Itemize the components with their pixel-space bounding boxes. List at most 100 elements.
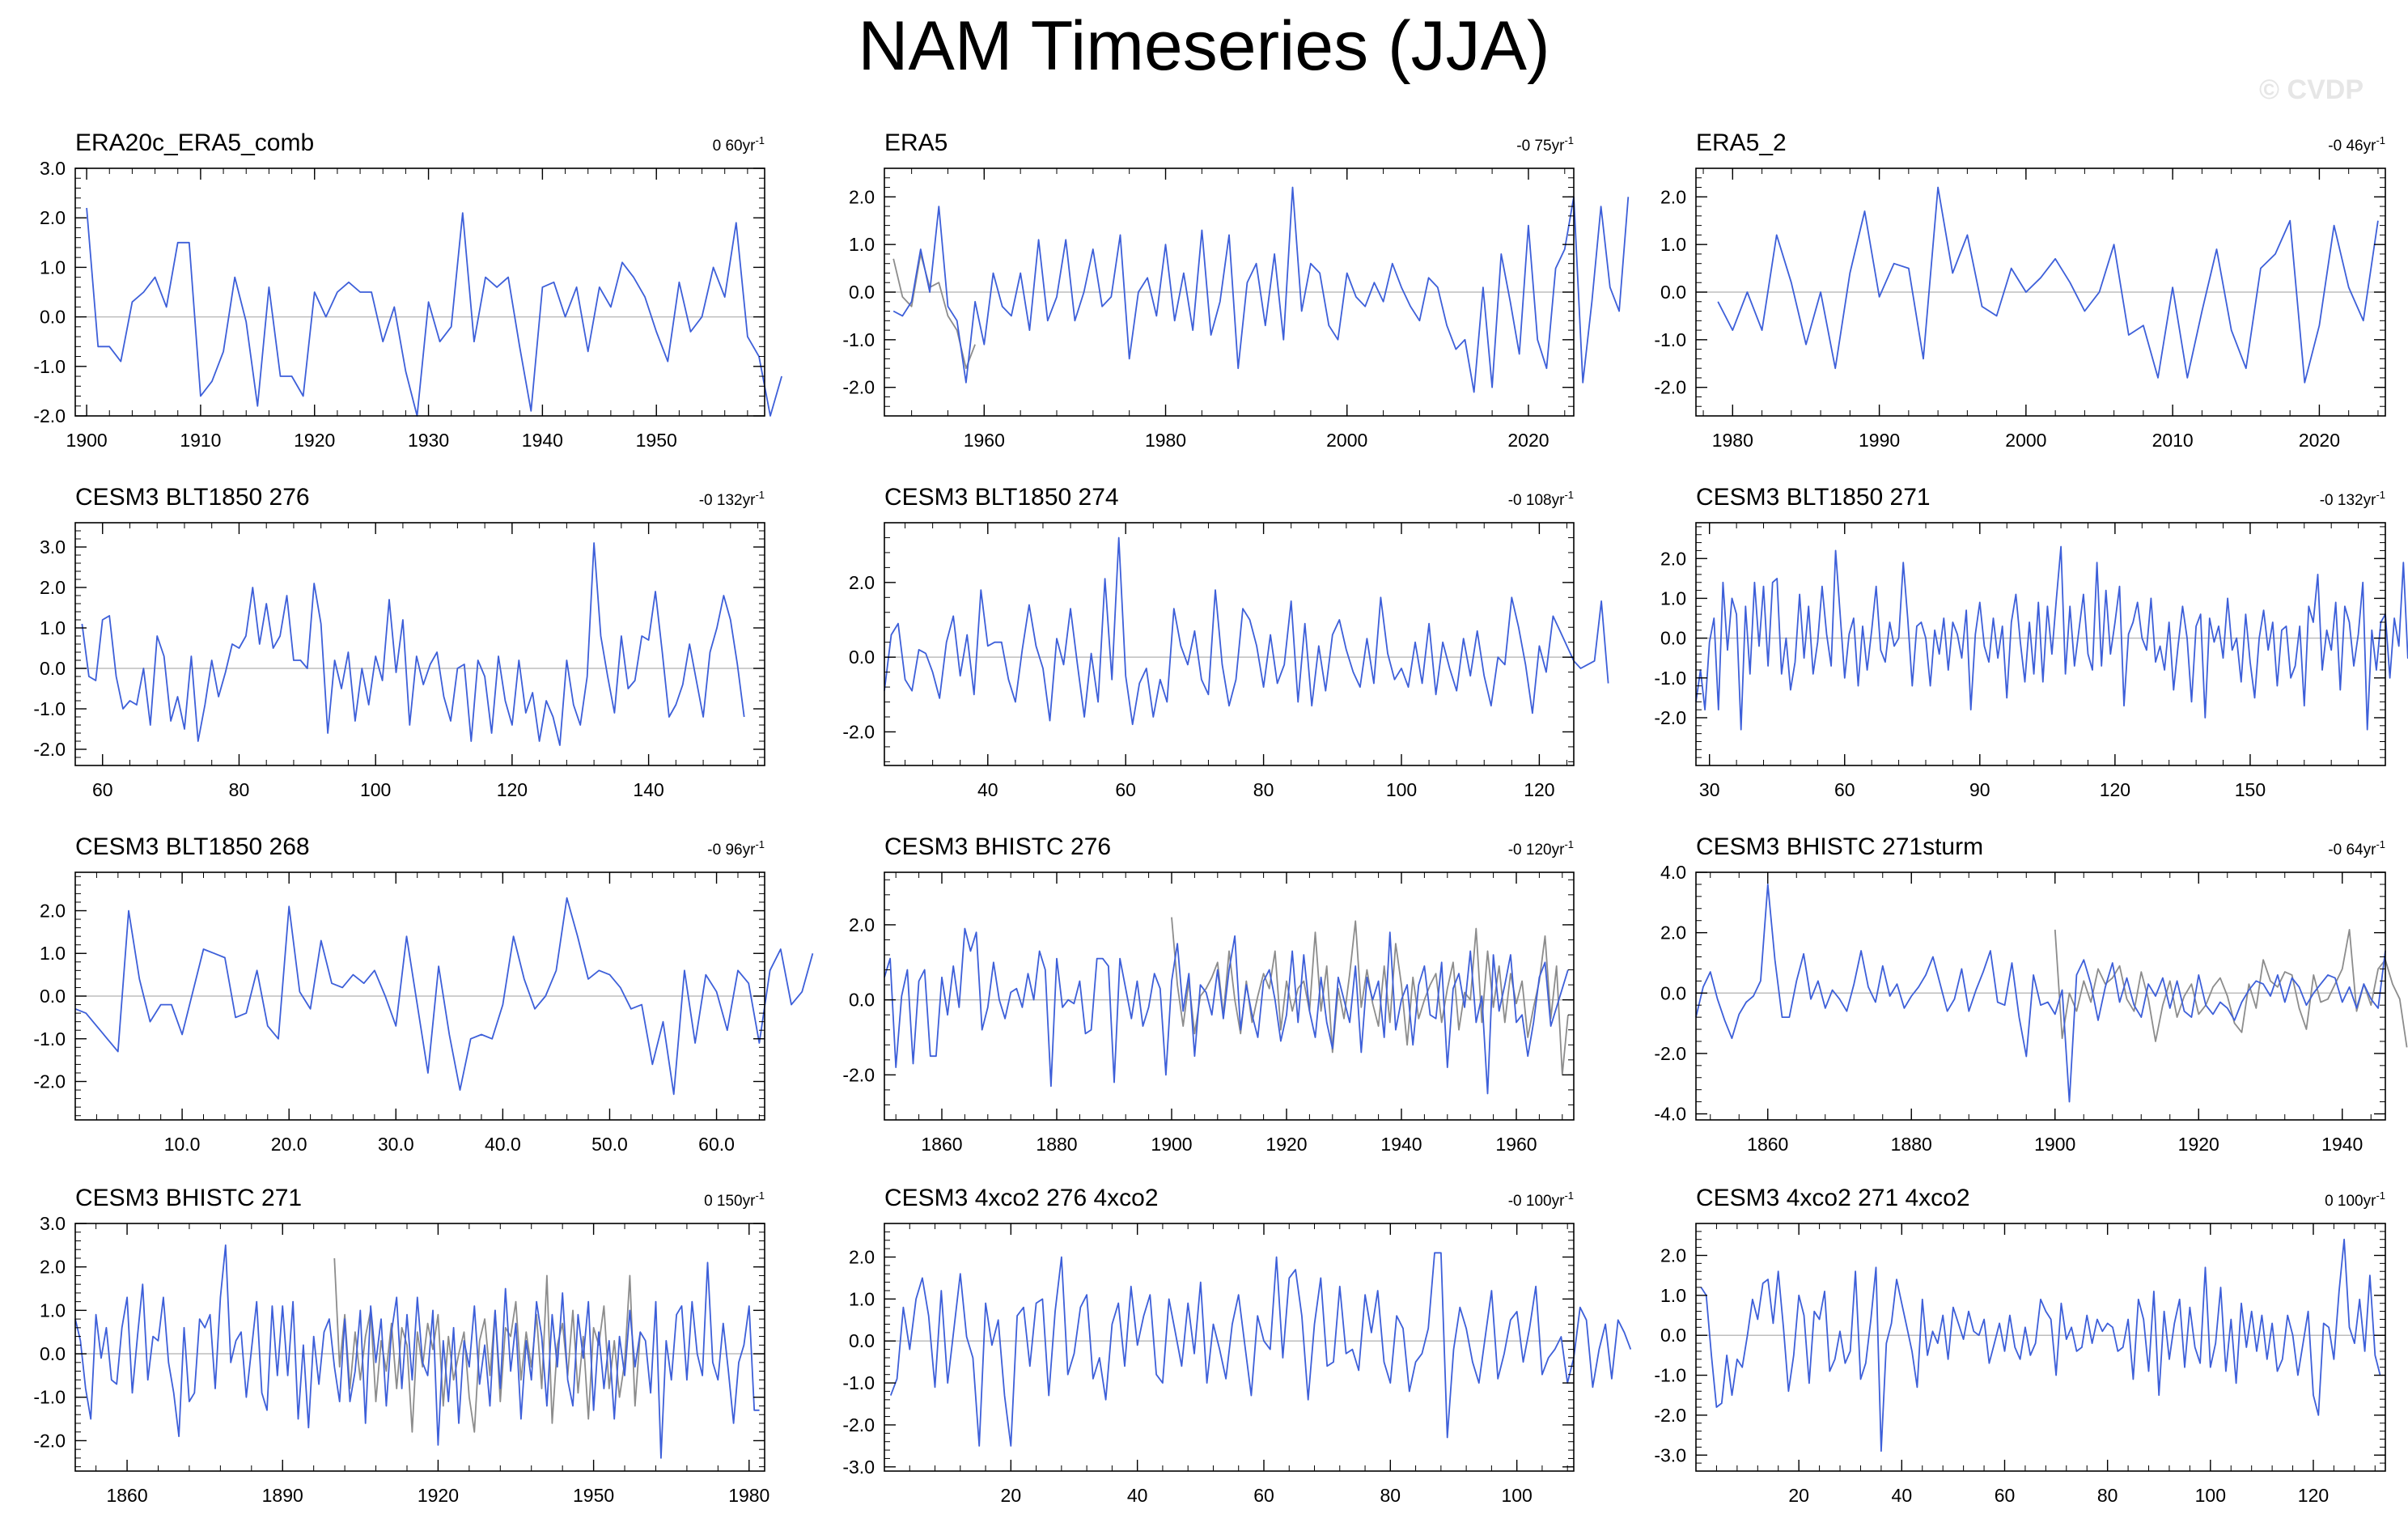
series-line bbox=[889, 1252, 1632, 1447]
chart-panel: CESM3 4xco2 271 4xco2 0 100yr-1 -3.0 -2.0 -1… bbox=[1654, 1185, 2386, 1506]
y-tick-label: 2.0 bbox=[40, 900, 66, 921]
series-line bbox=[884, 927, 1569, 1095]
secondary-series-line bbox=[333, 1257, 642, 1433]
x-tick-label: 1980 bbox=[1712, 430, 1753, 451]
chart-panel: CESM3 BHISTC 271 0 150yr-1 -2.0 -1.0 0.0 1.0 2… bbox=[33, 1185, 769, 1506]
trend-label: -0 132yr-1 bbox=[2320, 489, 2385, 509]
chart-panel: CESM3 4xco2 276 4xco2 -0 100yr-1 -3.0 -2.0 -… bbox=[842, 1185, 1632, 1506]
chart-panel: ERA5_2 -0 46yr-1 -2.0 -1.0 0.0 1.0 2.0 1980 1990… bbox=[1654, 129, 2386, 451]
y-tick-label: 3.0 bbox=[40, 158, 66, 179]
y-tick-label: 2.0 bbox=[849, 572, 875, 593]
x-tick-label: 1960 bbox=[964, 430, 1005, 451]
y-tick-label: -1.0 bbox=[842, 329, 875, 350]
chart-panel: CESM3 BHISTC 271sturm -0 64yr-1 -4.0 -2.0 0.… bbox=[1654, 833, 2408, 1155]
y-tick-label: -2.0 bbox=[1654, 1405, 1686, 1426]
x-tick-label: 1920 bbox=[418, 1485, 459, 1506]
panel-title: CESM3 BHISTC 271 bbox=[75, 1185, 302, 1211]
x-tick-label: 40 bbox=[1892, 1485, 1913, 1506]
y-tick-label: -2.0 bbox=[1654, 377, 1686, 398]
panel-title: ERA5 bbox=[884, 129, 948, 156]
trend-label: -0 75yr-1 bbox=[1516, 134, 1574, 155]
x-tick-label: 60 bbox=[1834, 779, 1855, 800]
x-tick-label: 40.0 bbox=[485, 1134, 521, 1155]
x-tick-label: 1890 bbox=[262, 1485, 303, 1506]
panel-title: CESM3 4xco2 271 4xco2 bbox=[1696, 1185, 1970, 1211]
y-tick-label: -1.0 bbox=[33, 698, 66, 719]
y-tick-label: 2.0 bbox=[1660, 922, 1686, 943]
x-tick-label: 1860 bbox=[1747, 1134, 1788, 1155]
x-tick-label: 100 bbox=[1501, 1485, 1532, 1506]
y-tick-label: -3.0 bbox=[1654, 1444, 1686, 1465]
y-tick-label: 1.0 bbox=[849, 1288, 875, 1309]
panel-title: CESM3 4xco2 276 4xco2 bbox=[884, 1185, 1159, 1211]
y-tick-label: -2.0 bbox=[33, 405, 66, 426]
x-tick-label: 1900 bbox=[1151, 1134, 1192, 1155]
y-tick-label: 0.0 bbox=[1660, 628, 1686, 649]
x-tick-label: 90 bbox=[1969, 779, 1990, 800]
x-tick-label: 10.0 bbox=[164, 1134, 201, 1155]
y-tick-label: 2.0 bbox=[40, 1257, 66, 1278]
series-line bbox=[1700, 1238, 2381, 1452]
y-tick-label: 3.0 bbox=[40, 1213, 66, 1234]
y-tick-label: 0.0 bbox=[40, 1343, 66, 1364]
secondary-series-line bbox=[2054, 929, 2408, 1048]
plot-frame bbox=[884, 522, 1575, 766]
x-tick-label: 50.0 bbox=[591, 1134, 628, 1155]
x-tick-label: 80 bbox=[2097, 1485, 2118, 1506]
y-tick-label: -2.0 bbox=[1654, 707, 1686, 728]
series-line bbox=[1695, 884, 2386, 1103]
x-tick-label: 40 bbox=[977, 779, 998, 800]
trend-label: 0 150yr-1 bbox=[704, 1189, 765, 1210]
series-line bbox=[884, 536, 1609, 726]
plot-frame bbox=[74, 1223, 765, 1472]
y-tick-label: 1.0 bbox=[1660, 234, 1686, 255]
series-line bbox=[74, 897, 814, 1096]
y-tick-label: -2.0 bbox=[842, 1414, 875, 1435]
y-tick-label: -2.0 bbox=[842, 1064, 875, 1085]
plot-frame bbox=[1695, 522, 2386, 766]
y-tick-label: 0.0 bbox=[849, 282, 875, 303]
trend-label: -0 100yr-1 bbox=[1508, 1189, 1574, 1210]
x-tick-label: 1950 bbox=[636, 430, 677, 451]
x-tick-label: 30.0 bbox=[378, 1134, 414, 1155]
x-tick-label: 60 bbox=[92, 779, 113, 800]
y-tick-label: 2.0 bbox=[849, 914, 875, 935]
x-tick-label: 2000 bbox=[1326, 430, 1367, 451]
x-tick-label: 1880 bbox=[1036, 1134, 1077, 1155]
chart-panel: CESM3 BLT1850 271 -0 132yr-1 -2.0 -1.0 0.0 1.… bbox=[1654, 484, 2408, 800]
y-tick-label: 2.0 bbox=[1660, 186, 1686, 207]
y-tick-label: -4.0 bbox=[1654, 1104, 1686, 1125]
x-tick-label: 1940 bbox=[522, 430, 563, 451]
x-tick-label: 100 bbox=[1386, 779, 1417, 800]
x-tick-label: 120 bbox=[2100, 779, 2130, 800]
y-tick-label: 2.0 bbox=[1660, 1245, 1686, 1266]
y-tick-label: 0.0 bbox=[849, 647, 875, 668]
y-tick-label: 0.0 bbox=[1660, 282, 1686, 303]
y-tick-label: -1.0 bbox=[1654, 329, 1686, 350]
x-tick-label: 2020 bbox=[2299, 430, 2340, 451]
series-line bbox=[1717, 186, 2379, 384]
x-tick-label: 120 bbox=[1524, 779, 1554, 800]
x-tick-label: 1860 bbox=[106, 1485, 147, 1506]
y-tick-label: 1.0 bbox=[40, 1300, 66, 1321]
y-tick-label: -2.0 bbox=[33, 739, 66, 760]
x-tick-label: 100 bbox=[360, 779, 391, 800]
panel-title: CESM3 BLT1850 271 bbox=[1696, 484, 1931, 511]
x-tick-label: 60.0 bbox=[698, 1134, 735, 1155]
series-line bbox=[74, 1244, 760, 1459]
x-tick-label: 40 bbox=[1127, 1485, 1148, 1506]
y-tick-label: 4.0 bbox=[1660, 862, 1686, 883]
y-tick-label: 1.0 bbox=[1660, 1285, 1686, 1306]
y-tick-label: 1.0 bbox=[849, 234, 875, 255]
y-tick-label: 0.0 bbox=[1660, 982, 1686, 1003]
x-tick-label: 150 bbox=[2235, 779, 2266, 800]
x-tick-label: 80 bbox=[1253, 779, 1274, 800]
x-tick-label: 120 bbox=[2298, 1485, 2329, 1506]
y-tick-label: 2.0 bbox=[849, 186, 875, 207]
trend-label: 0 100yr-1 bbox=[2325, 1189, 2385, 1210]
x-tick-label: 80 bbox=[1380, 1485, 1401, 1506]
trend-label: -0 96yr-1 bbox=[707, 838, 765, 859]
x-tick-label: 1990 bbox=[1859, 430, 1900, 451]
x-tick-label: 1920 bbox=[1265, 1134, 1307, 1155]
x-tick-label: 140 bbox=[633, 779, 663, 800]
